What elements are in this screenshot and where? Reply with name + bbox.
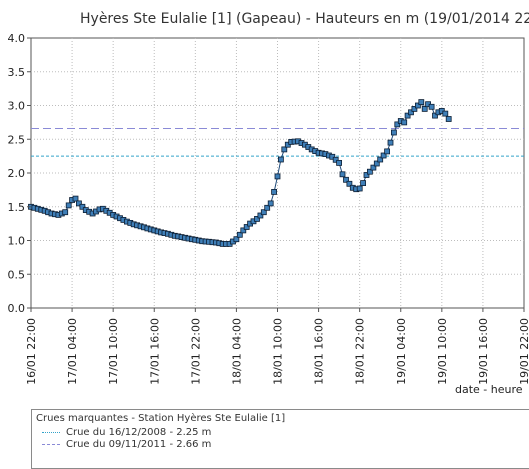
y-tick-label: 1.0 <box>8 235 26 248</box>
series-marker <box>411 106 418 112</box>
legend-swatch-dotted <box>42 431 60 433</box>
x-tick-label: 17/01 22:00 <box>189 318 202 385</box>
chart: Hyères Ste Eulalie [1] (Gapeau) - Hauteu… <box>8 11 529 396</box>
series-marker <box>267 200 274 207</box>
x-tick-label: 18/01 04:00 <box>230 318 243 385</box>
series-marker <box>442 110 449 117</box>
series-marker <box>414 102 421 109</box>
series-marker <box>428 103 435 110</box>
x-tick-label: 19/01 22:00 <box>518 318 529 385</box>
series-marker <box>79 203 86 210</box>
series-marker <box>336 159 343 166</box>
y-tick-label: 2.5 <box>8 133 26 146</box>
series-marker <box>329 153 336 160</box>
series-marker <box>346 180 353 187</box>
series-marker <box>243 224 250 230</box>
legend: Crues marquantes - Station Hyères Ste Eu… <box>31 409 529 469</box>
x-tick-label: 19/01 04:00 <box>395 318 408 385</box>
series-marker <box>387 139 394 146</box>
series-marker <box>370 164 377 171</box>
series-markers <box>28 99 452 247</box>
series-marker <box>274 173 281 180</box>
x-tick-label: 17/01 10:00 <box>107 318 120 385</box>
series-marker <box>394 121 401 128</box>
series-marker <box>445 116 452 122</box>
legend-label-crue-2011: Crue du 09/11/2011 - 2.66 m <box>66 439 212 450</box>
series-marker <box>363 172 370 178</box>
series-marker <box>432 112 438 119</box>
y-tick-label: 0.5 <box>8 268 26 281</box>
legend-item-crue-2008: Crue du 16/12/2008 - 2.25 m <box>42 427 211 439</box>
y-axis: 0.0 0.5 1.0 1.5 2.0 2.5 3.0 3.5 4.0 <box>8 32 31 315</box>
x-tick-label: 18/01 10:00 <box>272 318 285 385</box>
series-marker <box>373 160 380 167</box>
series-marker <box>254 215 260 222</box>
legend-item-crue-2011: Crue du 09/11/2011 - 2.66 m <box>42 439 211 451</box>
chart-title: Hyères Ste Eulalie [1] (Gapeau) - Hauteu… <box>80 11 529 27</box>
series-marker <box>277 156 284 163</box>
legend-title: Crues marquantes - Station Hyères Ste Eu… <box>36 413 286 424</box>
series-marker <box>356 185 363 192</box>
series-marker <box>366 168 373 175</box>
reference-lines <box>31 127 524 157</box>
y-tick-label: 0.0 <box>8 302 26 315</box>
series-marker <box>404 112 411 119</box>
y-tick-label: 3.5 <box>8 66 26 79</box>
x-axis: 16/01 22:00 17/01 04:00 17/01 10:00 17/01 1… <box>25 308 529 385</box>
series-marker <box>72 195 79 202</box>
series-marker <box>62 209 69 216</box>
series-marker <box>401 119 408 126</box>
legend-label-crue-2008: Crue du 16/12/2008 - 2.25 m <box>66 427 212 438</box>
series-marker <box>236 231 243 238</box>
series-marker <box>377 156 384 163</box>
series-marker <box>240 227 247 234</box>
series-marker <box>408 109 414 116</box>
series-marker <box>418 99 425 105</box>
series-marker <box>65 202 72 209</box>
series-marker <box>339 171 346 178</box>
series-marker <box>233 236 240 243</box>
series-marker <box>421 106 428 112</box>
x-tick-label: 17/01 04:00 <box>66 318 79 385</box>
series-marker <box>332 156 339 163</box>
x-tick-label: 19/01 10:00 <box>436 318 449 385</box>
x-tick-label: 17/01 16:00 <box>148 318 161 385</box>
x-tick-label: 19/01 16:00 <box>477 318 490 385</box>
series-marker <box>380 152 387 159</box>
series-marker <box>264 204 271 211</box>
y-tick-label: 3.0 <box>8 100 26 113</box>
series-marker <box>260 209 267 216</box>
y-tick-label: 2.0 <box>8 167 26 180</box>
series-marker <box>390 129 397 136</box>
series-marker <box>257 212 264 219</box>
series-marker <box>271 188 278 195</box>
x-axis-label: date - heure <box>455 383 523 396</box>
series-marker <box>384 148 391 155</box>
x-tick-label: 16/01 22:00 <box>25 318 38 385</box>
series-marker <box>76 200 82 207</box>
series-marker <box>343 176 349 183</box>
x-tick-label: 18/01 16:00 <box>313 318 326 385</box>
legend-swatch-dashed <box>42 443 60 445</box>
series-marker <box>360 180 367 187</box>
y-tick-label: 4.0 <box>8 32 26 45</box>
series-marker <box>281 146 288 153</box>
grid <box>31 38 524 308</box>
x-tick-label: 18/01 22:00 <box>354 318 367 385</box>
y-tick-label: 1.5 <box>8 201 26 214</box>
